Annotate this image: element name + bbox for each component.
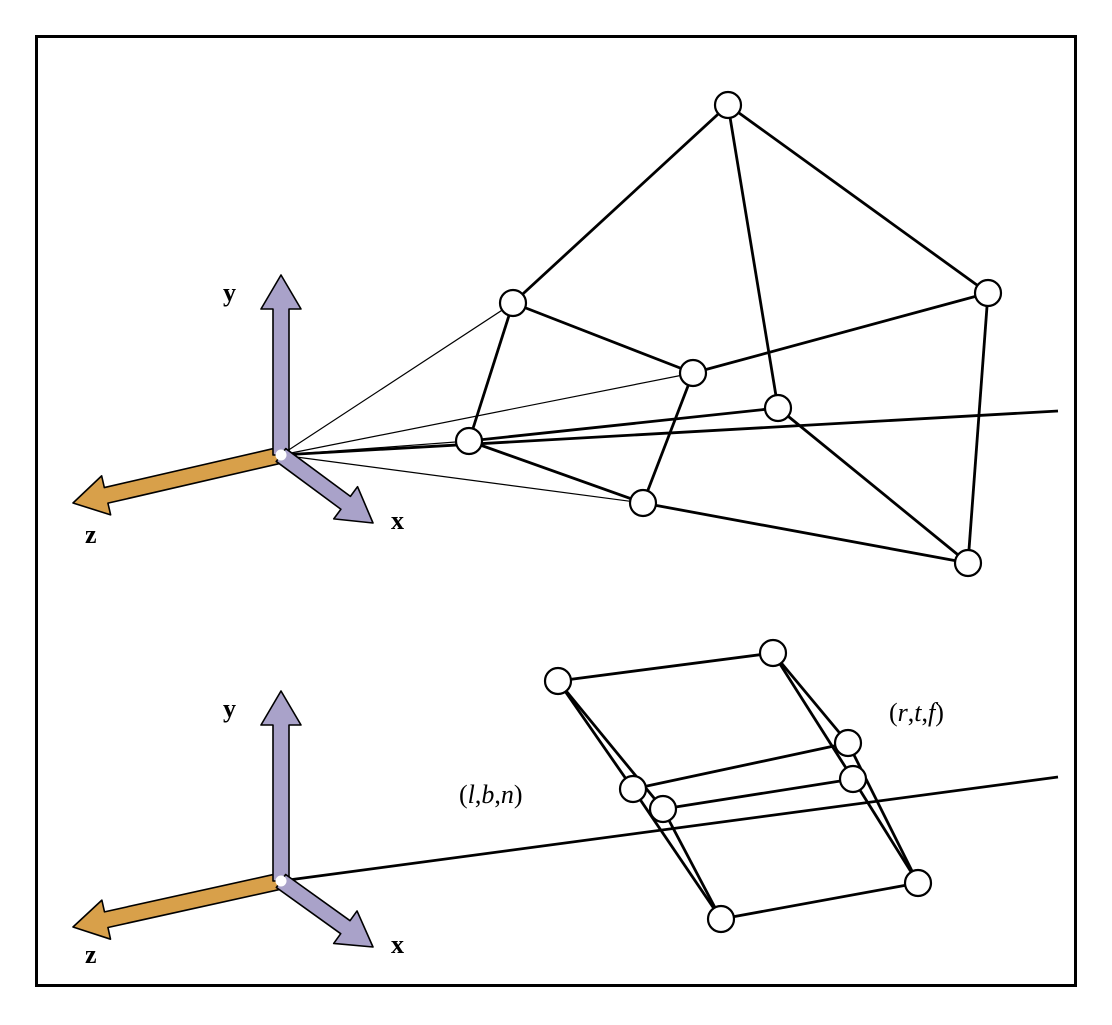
bottom-far-node-2: [905, 870, 931, 896]
top-near-edge-0: [513, 303, 693, 373]
bottom-side-edge-2: [848, 743, 918, 883]
top-far-edge-0: [728, 105, 988, 293]
bottom-near-edge-1: [773, 653, 848, 743]
bottom-near-node-0: [545, 668, 571, 694]
bottom-near-node-1: [760, 640, 786, 666]
bottom-far-node-1: [840, 766, 866, 792]
top-far-node-2: [955, 550, 981, 576]
top-near-node-1: [680, 360, 706, 386]
bottom-axis-label-x: x: [391, 930, 404, 959]
top-axis-label-z: z: [85, 520, 97, 549]
top-near-node-0: [500, 290, 526, 316]
label-lbn: (l,b,n): [459, 780, 523, 809]
bottom-far-edge-0: [663, 779, 853, 809]
top-far-node-0: [715, 92, 741, 118]
bottom-far-edge-1: [853, 779, 918, 883]
bottom-near-edge-2: [633, 743, 848, 789]
top-near-node-2: [630, 490, 656, 516]
bottom-near-edge-3: [558, 681, 633, 789]
top-far-edge-2: [778, 408, 968, 563]
top-ray-3: [281, 441, 469, 455]
top-near-edge-3: [469, 303, 513, 441]
bottom-axis-y: [261, 691, 301, 881]
bottom-side-edge-0: [558, 681, 663, 809]
top-far-node-3: [765, 395, 791, 421]
top-far-edge-1: [968, 293, 988, 563]
diagram-frame: y z x y z x (l,b,n) (r,t,f): [35, 35, 1077, 987]
top-side-edge-2: [643, 503, 968, 563]
bottom-near-edge-0: [558, 653, 773, 681]
top-axis-y: [261, 275, 301, 455]
bottom-far-node-0: [650, 796, 676, 822]
bottom-far-node-3: [708, 906, 734, 932]
top-near-edge-2: [469, 441, 643, 503]
bottom-near-node-3: [620, 776, 646, 802]
top-axis-z: [73, 447, 283, 515]
top-axis-label-x: x: [391, 506, 404, 535]
top-axis-label-y: y: [223, 278, 236, 307]
top-near-node-3: [456, 428, 482, 454]
bottom-sightline: [281, 777, 1058, 881]
top-far-node-1: [975, 280, 1001, 306]
top-axis-origin: [276, 450, 287, 461]
bottom-axis-z: [73, 873, 283, 939]
bottom-side-edge-1: [773, 653, 853, 779]
bottom-axis-label-z: z: [85, 940, 97, 969]
top-near-edge-1: [643, 373, 693, 503]
bottom-axis-x: [276, 874, 373, 947]
bottom-near-node-2: [835, 730, 861, 756]
label-rtf: (r,t,f): [889, 698, 944, 727]
diagram-svg: y z x y z x (l,b,n) (r,t,f): [3, 3, 1112, 1025]
bottom-axis-origin: [276, 876, 287, 887]
bottom-axis-label-y: y: [223, 694, 236, 723]
top-axis-x: [276, 449, 373, 523]
top-side-edge-0: [513, 105, 728, 303]
bottom-far-edge-2: [721, 883, 918, 919]
top-side-edge-1: [693, 293, 988, 373]
